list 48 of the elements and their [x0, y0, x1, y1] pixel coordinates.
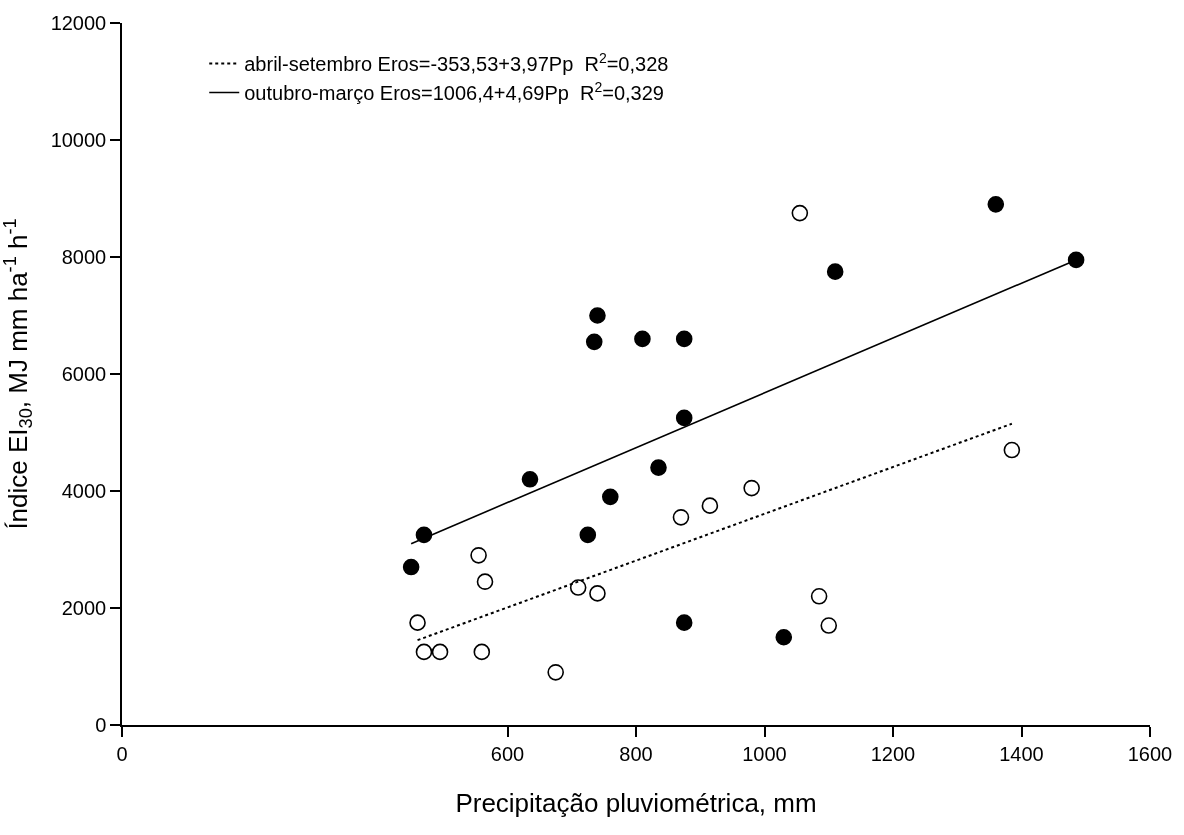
- point: [775, 628, 793, 646]
- y-tick-label: 10000: [50, 129, 107, 151]
- point: [826, 263, 844, 280]
- point: [634, 330, 651, 348]
- point: [470, 547, 487, 564]
- point: [473, 643, 491, 661]
- x-tick-label: 1200: [870, 742, 916, 765]
- point: [589, 585, 606, 602]
- point: [675, 614, 693, 631]
- point: [672, 509, 690, 526]
- point: [415, 643, 433, 661]
- point: [547, 664, 564, 681]
- y-tick-label: 4000: [61, 480, 107, 502]
- x-tick-label: 600: [490, 742, 525, 765]
- point: [1067, 251, 1085, 269]
- x-tick-label: 1600: [1127, 742, 1173, 765]
- y-tick-label: 12000: [50, 12, 107, 34]
- y-tick-label: 8000: [61, 246, 107, 268]
- x-tick-label: 1000: [742, 742, 787, 765]
- point: [791, 204, 809, 222]
- point: [650, 459, 667, 476]
- point: [409, 614, 426, 631]
- point: [820, 617, 838, 634]
- point: [579, 526, 597, 544]
- point: [987, 196, 1005, 213]
- legend-label: abril-setembro Eros=-353,53+3,97Pp R$^{2}$=0,328: [244, 49, 669, 76]
- point: [431, 643, 449, 661]
- y-tick-label: 0: [95, 714, 107, 736]
- point: [602, 488, 619, 506]
- point: [701, 497, 719, 514]
- x-tick-label: 800: [619, 742, 653, 765]
- point: [521, 471, 539, 488]
- x-tick-label: 1400: [999, 742, 1044, 765]
- x-axis-title: Precipitação pluviométrica, mm: [455, 787, 817, 818]
- legend-label: outubro-março Eros=1006,4+4,69Pp R$^{2}$=0,329: [244, 78, 664, 105]
- x-tick-label: 0: [116, 742, 128, 765]
- point: [810, 588, 828, 605]
- point: [585, 333, 603, 351]
- y-tick-label: 2000: [61, 597, 107, 619]
- point: [402, 558, 420, 576]
- point: [589, 307, 606, 324]
- point: [675, 409, 693, 427]
- point: [743, 479, 760, 497]
- y-tick-label: 6000: [61, 363, 107, 385]
- point: [675, 330, 693, 348]
- point: [476, 573, 494, 590]
- point: [1003, 441, 1021, 459]
- point: [569, 579, 587, 596]
